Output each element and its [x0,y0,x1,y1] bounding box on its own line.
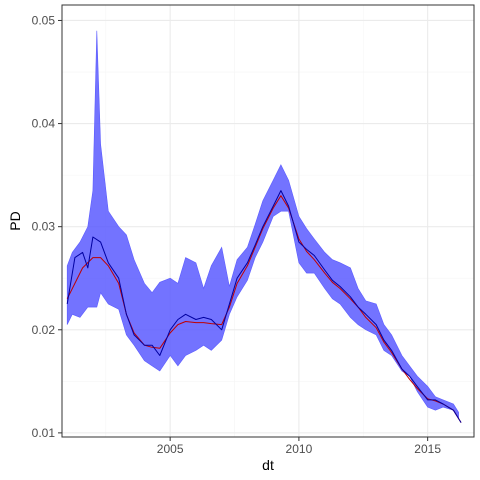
y-tick-label: 0.04 [32,117,56,131]
y-tick-label: 0.02 [32,323,56,337]
y-axis: 0.01 0.02 0.03 0.04 0.05 [32,13,62,440]
panel-border [61,4,475,438]
grid [62,5,474,437]
y-tick-label: 0.05 [32,13,56,27]
y-axis-title: PD [7,211,23,230]
blue-series-line [66,190,462,423]
confidence-band-area [66,30,459,419]
x-tick-label: 2010 [286,442,313,456]
x-axis: 2005 2010 2015 [157,437,441,456]
confidence-band [66,30,459,419]
x-axis-title: dt [262,457,274,473]
series-lines [66,190,462,423]
x-tick-label: 2015 [414,442,441,456]
x-tick-label: 2005 [157,442,184,456]
y-tick-label: 0.03 [32,220,56,234]
y-tick-label: 0.01 [32,426,56,440]
